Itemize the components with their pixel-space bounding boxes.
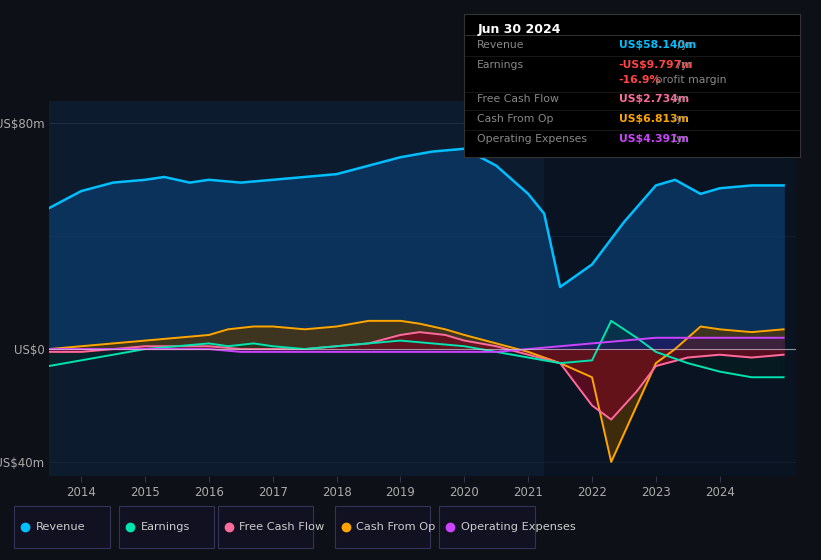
FancyBboxPatch shape: [439, 506, 534, 548]
Text: /yr: /yr: [668, 134, 686, 144]
Text: /yr: /yr: [668, 94, 686, 104]
Text: Revenue: Revenue: [36, 522, 85, 531]
Text: US$4.391m: US$4.391m: [619, 134, 689, 144]
Text: Jun 30 2024: Jun 30 2024: [477, 24, 561, 36]
Text: Revenue: Revenue: [477, 40, 525, 50]
Text: -16.9%: -16.9%: [619, 76, 661, 86]
Text: Operating Expenses: Operating Expenses: [477, 134, 587, 144]
Text: Free Cash Flow: Free Cash Flow: [477, 94, 559, 104]
FancyBboxPatch shape: [218, 506, 313, 548]
FancyBboxPatch shape: [15, 506, 110, 548]
Text: Earnings: Earnings: [477, 60, 525, 69]
Text: US$6.813m: US$6.813m: [619, 114, 689, 124]
Text: US$2.734m: US$2.734m: [619, 94, 689, 104]
Text: /yr: /yr: [674, 60, 692, 69]
Text: Earnings: Earnings: [140, 522, 190, 531]
Text: -US$9.797m: -US$9.797m: [619, 60, 693, 69]
Bar: [544, 101, 796, 476]
Text: /yr: /yr: [674, 40, 692, 50]
Text: profit margin: profit margin: [652, 76, 727, 86]
Text: Free Cash Flow: Free Cash Flow: [239, 522, 324, 531]
Text: Cash From Op: Cash From Op: [477, 114, 554, 124]
Text: Cash From Op: Cash From Op: [356, 522, 435, 531]
Text: US$58.140m: US$58.140m: [619, 40, 696, 50]
Text: Operating Expenses: Operating Expenses: [461, 522, 576, 531]
FancyBboxPatch shape: [119, 506, 214, 548]
Text: /yr: /yr: [668, 114, 686, 124]
FancyBboxPatch shape: [335, 506, 430, 548]
